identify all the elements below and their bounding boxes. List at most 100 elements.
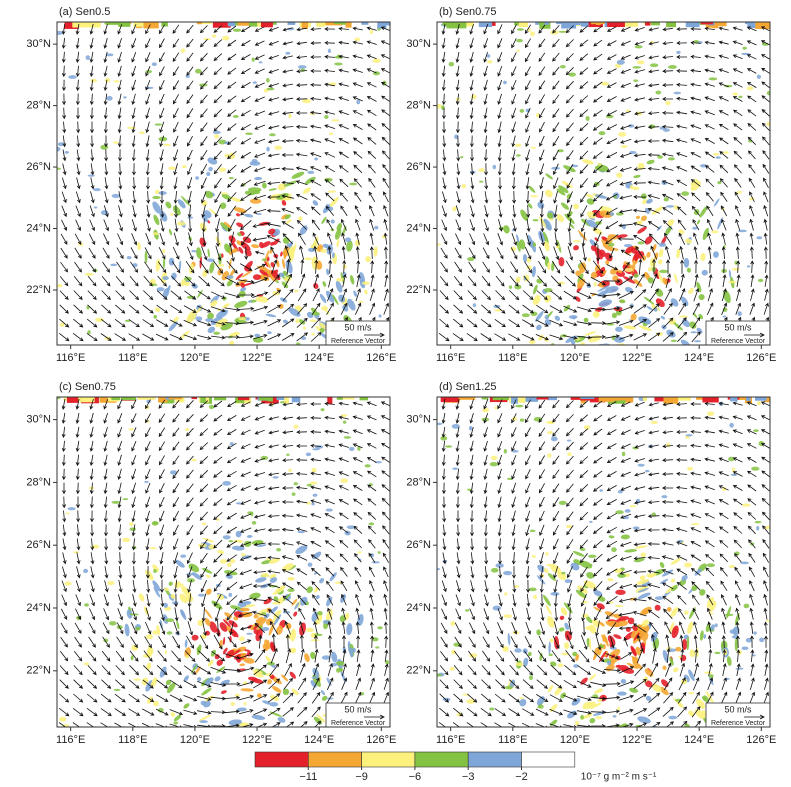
shading [204, 190, 214, 199]
shading [291, 492, 296, 496]
shading [529, 529, 536, 533]
shading [217, 22, 227, 28]
shading [197, 677, 202, 682]
shading [615, 604, 623, 608]
shading [229, 558, 236, 564]
shading [666, 329, 676, 338]
shading [207, 248, 210, 258]
shading [595, 716, 603, 720]
shading [263, 598, 272, 605]
shading [242, 236, 252, 244]
x-tick-label: 122°E [622, 734, 652, 746]
shading [681, 296, 689, 307]
shading [668, 65, 677, 69]
x-tick-label: 118°E [498, 734, 527, 746]
shading [617, 490, 623, 494]
shading [652, 725, 664, 727]
shading [162, 397, 174, 404]
shading [222, 535, 231, 540]
shading [516, 154, 521, 157]
shading [481, 397, 489, 400]
shading [144, 250, 148, 264]
shading [128, 428, 134, 431]
shading [164, 650, 168, 655]
shading [684, 610, 689, 615]
plot-frame [436, 21, 771, 346]
shading [665, 100, 671, 106]
shading [256, 213, 263, 216]
shading [575, 654, 580, 661]
shading [261, 258, 267, 262]
shading [530, 31, 535, 37]
shading [214, 676, 221, 682]
shading [714, 22, 727, 27]
shading [238, 317, 247, 321]
shading [722, 315, 727, 318]
shading [737, 311, 742, 317]
shading [200, 700, 206, 706]
shading [202, 537, 215, 543]
shading [536, 324, 542, 331]
shading [257, 265, 265, 270]
shading [616, 172, 623, 178]
shading [361, 281, 370, 285]
shading [758, 278, 764, 283]
shading [678, 315, 688, 318]
shading [195, 68, 202, 74]
shading [149, 547, 157, 550]
shading [620, 678, 627, 684]
shading [692, 312, 698, 318]
shading [703, 695, 709, 703]
shading [730, 473, 738, 477]
shading [637, 587, 649, 593]
shading [529, 339, 536, 345]
x-tick-label: 126°E [366, 352, 396, 364]
shading [708, 77, 718, 81]
shading [309, 481, 318, 485]
shading [659, 269, 669, 274]
shading [661, 495, 668, 499]
shading [277, 183, 287, 191]
shading [547, 397, 558, 401]
shading [340, 478, 349, 484]
shading [233, 630, 239, 638]
shading [327, 48, 331, 54]
shading [163, 257, 166, 269]
shading [210, 316, 223, 326]
shading [306, 501, 312, 505]
shading [268, 228, 276, 235]
shading [374, 225, 379, 230]
shading [478, 168, 485, 173]
colorbar-segment [307, 751, 362, 768]
shading [597, 163, 602, 166]
shading [276, 625, 283, 635]
shading [111, 193, 121, 198]
shading [661, 569, 674, 577]
shading [705, 691, 714, 703]
shading [220, 192, 229, 195]
shading [595, 307, 603, 313]
colorbar-tick-label: −9 [355, 771, 368, 783]
shading [245, 132, 253, 135]
shading [178, 260, 182, 272]
shading [616, 234, 628, 238]
shading [666, 735, 676, 744]
shading [729, 564, 735, 569]
shading [220, 222, 231, 232]
shading [202, 269, 208, 278]
shading [266, 146, 270, 152]
shading [577, 230, 588, 241]
shading [536, 575, 546, 585]
shading [723, 290, 731, 304]
shading [164, 587, 169, 591]
shading [603, 651, 608, 658]
shading [200, 397, 206, 404]
shading [573, 203, 579, 210]
shading [704, 671, 713, 675]
shading [530, 311, 538, 316]
shading [519, 698, 527, 707]
shading [745, 22, 750, 25]
shading [133, 22, 147, 27]
shading [281, 281, 289, 289]
shading [179, 593, 188, 603]
